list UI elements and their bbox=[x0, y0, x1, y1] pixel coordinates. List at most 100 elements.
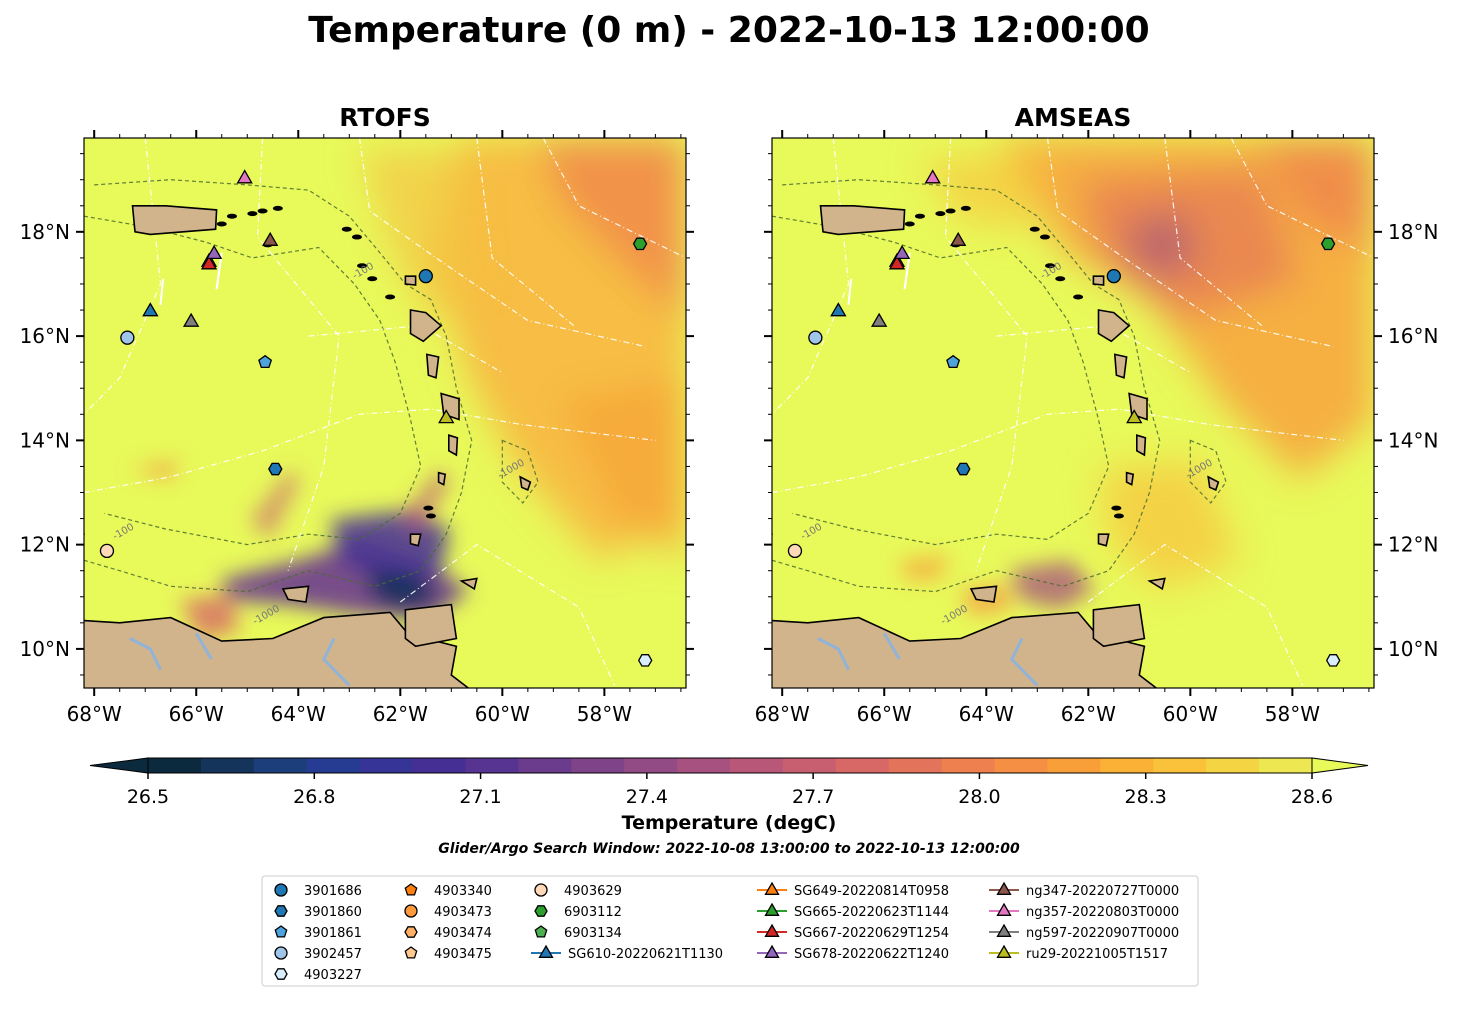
marker-ru29-20221005T1517 bbox=[1126, 409, 1143, 424]
legend-marker-4903340 bbox=[404, 883, 418, 896]
legend-label: ng347-20220727T0000 bbox=[1026, 884, 1179, 899]
land-southAmerica bbox=[84, 611, 470, 688]
legend-marker-6903112 bbox=[534, 905, 548, 917]
land-barbados bbox=[1207, 475, 1220, 491]
amseas-axis-ticks: 68°W 66°W 64°W 62°W 60°W 58°W 18°N 16°N 14°N 12°N… bbox=[755, 130, 1438, 726]
colorbar-swatch bbox=[200, 758, 255, 773]
small-island bbox=[1029, 226, 1040, 232]
marker-3901686 bbox=[418, 269, 433, 284]
land-tobago bbox=[459, 577, 478, 591]
small-island bbox=[904, 221, 915, 227]
search-window-text: Glider/Argo Search Window: 2022-10-08 13… bbox=[438, 841, 1020, 857]
x-tick-label: 62°W bbox=[1061, 702, 1116, 726]
x-tick-label: 66°W bbox=[169, 702, 224, 726]
marker-SG678-20220622T1240 bbox=[893, 244, 911, 260]
land-stvincent bbox=[1125, 471, 1135, 486]
legend-label: SG678-20220622T1240 bbox=[794, 947, 949, 962]
small-island bbox=[914, 213, 925, 219]
marker-3901860 bbox=[268, 462, 283, 476]
legend-label: SG610-20220621T1130 bbox=[568, 947, 723, 962]
eez-boundary-line bbox=[1230, 138, 1374, 259]
colorbar-swatch bbox=[677, 758, 731, 773]
small-island bbox=[945, 208, 956, 214]
colorbar-tick-label: 27.4 bbox=[626, 786, 668, 808]
land-margarita bbox=[281, 585, 310, 603]
rtofs-map-area bbox=[84, 138, 686, 688]
land-antigua bbox=[404, 275, 417, 286]
legend-marker-ng347-20220727T0000 bbox=[996, 881, 1012, 895]
y-tick-label: 12°N bbox=[1388, 533, 1438, 557]
land-trinidad bbox=[1092, 603, 1146, 648]
colorbar-extend-high bbox=[1311, 757, 1369, 774]
warm-water-patches bbox=[360, 138, 686, 560]
colorbar-swatch bbox=[1047, 758, 1101, 773]
colorbar-tick-label: 26.8 bbox=[293, 786, 335, 808]
small-island bbox=[272, 205, 283, 211]
legend-label: SG665-20220623T1144 bbox=[794, 905, 949, 920]
marker-ng597-20220907T0000 bbox=[870, 312, 888, 327]
river-line bbox=[882, 632, 901, 661]
marker-SG667-20220629T1254 bbox=[200, 255, 218, 270]
y-tick-label: 14°N bbox=[1388, 428, 1438, 452]
river-line bbox=[194, 632, 213, 661]
small-island bbox=[425, 513, 436, 519]
x-tick-label: 68°W bbox=[755, 702, 810, 726]
marker-3902457 bbox=[120, 330, 135, 345]
legend-marker-3902457 bbox=[274, 946, 288, 960]
warm-water-patches bbox=[920, 138, 1374, 590]
legend-label: 3901860 bbox=[304, 905, 362, 920]
colorbar-swatch bbox=[888, 758, 943, 773]
legend-marker-3901861 bbox=[274, 925, 288, 938]
small-island bbox=[367, 276, 378, 282]
small-island bbox=[1073, 294, 1084, 300]
legend-label: 6903112 bbox=[564, 905, 622, 920]
colorbar-swatch bbox=[253, 758, 308, 773]
land-guadeloupe bbox=[409, 309, 443, 343]
glider-track bbox=[159, 278, 165, 305]
legend-label: 4903473 bbox=[434, 905, 492, 920]
marker-4903629 bbox=[787, 543, 803, 559]
river-line bbox=[321, 637, 351, 687]
colorbar-swatch bbox=[1259, 758, 1313, 773]
y-tick-label: 14°N bbox=[20, 428, 70, 452]
land-antigua bbox=[1092, 275, 1105, 286]
land-barbados bbox=[519, 475, 532, 491]
eez-boundary-line bbox=[84, 138, 162, 415]
marker-3901861 bbox=[258, 354, 273, 369]
land-southAmerica bbox=[772, 611, 1158, 688]
colorbar-swatch bbox=[994, 758, 1049, 773]
bathymetry-contour bbox=[1189, 439, 1227, 504]
x-tick-label: 68°W bbox=[67, 702, 122, 726]
land-stlucia bbox=[448, 434, 459, 457]
land-bonaire bbox=[772, 533, 773, 537]
bathymetry-contour bbox=[772, 179, 1161, 593]
colorbar-swatch bbox=[1100, 758, 1154, 773]
colorbar-swatch bbox=[1153, 758, 1207, 773]
marker-ng347-20220727T0000 bbox=[950, 231, 967, 246]
colorbar-swatch bbox=[359, 758, 414, 773]
small-island bbox=[257, 208, 268, 214]
small-island bbox=[1111, 505, 1122, 511]
river-line bbox=[129, 637, 162, 671]
small-island bbox=[341, 226, 352, 232]
legend-marker-SG678-20220622T1240 bbox=[764, 944, 780, 958]
small-island bbox=[935, 211, 946, 217]
legend-marker-SG649-20220814T0958 bbox=[764, 881, 780, 895]
land-grenada bbox=[409, 533, 422, 547]
marker-ru29-20221005T1517 bbox=[438, 409, 455, 424]
y-tick-label: 18°N bbox=[1388, 220, 1438, 244]
colorbar-swatch bbox=[782, 758, 837, 773]
x-tick-label: 66°W bbox=[857, 702, 912, 726]
legend-label: SG667-20220629T1254 bbox=[794, 926, 949, 941]
glider-track bbox=[847, 278, 853, 305]
cold-upwelling-patches bbox=[130, 460, 470, 640]
y-tick-label: 10°N bbox=[1388, 637, 1438, 661]
eez-boundary-line bbox=[944, 138, 1028, 571]
eez-boundary-line bbox=[542, 138, 686, 259]
bathymetry-contour bbox=[772, 215, 1110, 546]
marker-SG610-20220621T1130 bbox=[830, 302, 847, 317]
rtofs-axis-ticks: 68°W 66°W 64°W 62°W 60°W 58°W 18°N 16°N 14°N 12°N… bbox=[20, 130, 694, 726]
colorbar-tick-label: 27.7 bbox=[792, 786, 834, 808]
legend-label: ru29-20221005T1517 bbox=[1026, 947, 1168, 962]
